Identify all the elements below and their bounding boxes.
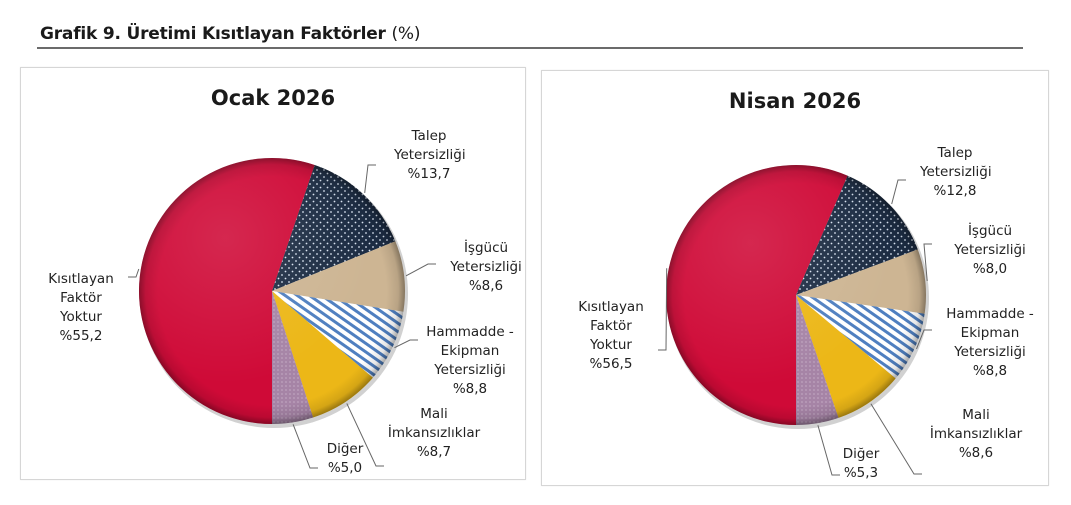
chart-title: Ocak 2026 (210, 86, 336, 110)
leader-line (658, 268, 668, 351)
leader-line (364, 164, 376, 193)
title-underline (37, 47, 1023, 49)
figure-unit: (%) (391, 24, 421, 44)
label-mali: Mali İmkansızlıklar %8,7 (387, 406, 481, 460)
label-talep: Talep Yetersizliği %12,8 (920, 145, 992, 199)
leader-line (916, 329, 932, 350)
leader-line (870, 403, 922, 475)
leader-line (923, 243, 932, 281)
label-talep: Talep Yetersizliği %13,7 (394, 128, 466, 182)
leader-line (817, 425, 840, 476)
pie-highlight (666, 165, 926, 425)
label-hammadde: Hammadde - Ekipman Yetersizliği %8,8 (426, 324, 514, 397)
leader-line (394, 339, 418, 349)
label-diger: Diğer %5,3 (842, 446, 880, 481)
label-kisitlayan: Kısıtlayan Faktör Yoktur %56,5 (578, 299, 644, 372)
figure-title: Grafik 9. Üretimi Kısıtlayan Faktörler (… (40, 24, 420, 44)
figure-title-text: Grafik 9. Üretimi Kısıtlayan Faktörler (40, 24, 386, 44)
label-hammadde: Hammadde - Ekipman Yetersizliği %8,8 (946, 306, 1034, 379)
label-isgucu: İşgücü Yetersizliği %8,0 (954, 223, 1026, 277)
label-isgucu: İşgücü Yetersizliği %8,6 (450, 240, 522, 294)
leader-line (292, 424, 318, 469)
leader-line (891, 179, 906, 205)
leader-line (346, 403, 384, 467)
label-kisitlayan: Kısıtlayan Faktör Yoktur %55,2 (48, 271, 114, 344)
chart-title: Nisan 2026 (728, 89, 862, 113)
leader-line (128, 268, 140, 278)
pie-highlight (139, 158, 405, 424)
label-diger: Diğer %5,0 (326, 441, 364, 476)
label-mali: Mali İmkansızlıklar %8,6 (929, 407, 1023, 461)
leader-line (405, 263, 436, 277)
